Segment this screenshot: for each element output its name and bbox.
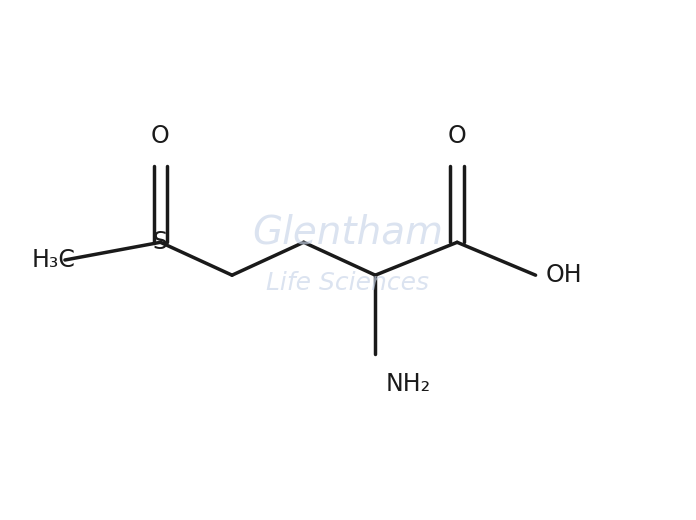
Text: O: O <box>151 124 170 148</box>
Text: O: O <box>448 124 466 148</box>
Text: H₃C: H₃C <box>31 248 75 272</box>
Text: Life Sciences: Life Sciences <box>267 271 429 295</box>
Text: NH₂: NH₂ <box>386 372 431 396</box>
Text: Glentham: Glentham <box>253 213 443 251</box>
Text: S: S <box>153 230 168 254</box>
Text: OH: OH <box>546 263 583 287</box>
